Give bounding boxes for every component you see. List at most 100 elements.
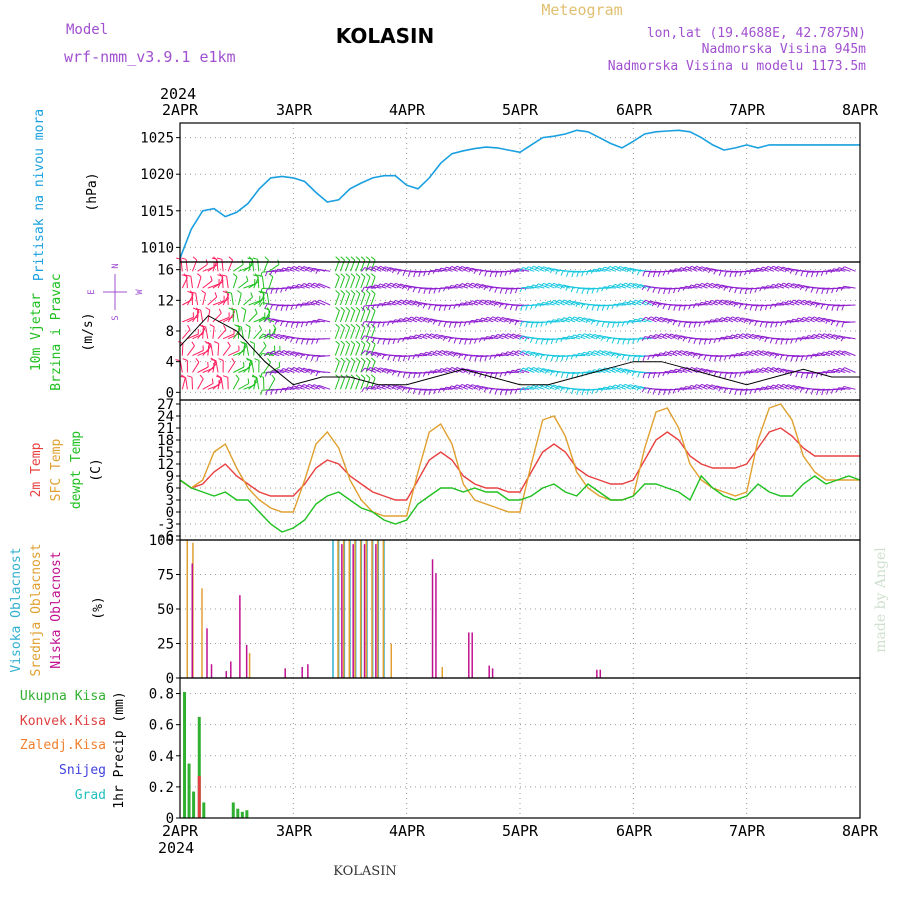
wind-barb-feather: [753, 368, 758, 373]
wind-barb: [425, 351, 438, 357]
wind-barb: [212, 281, 224, 289]
wind-barb-feather: [596, 287, 600, 293]
wind-barb-feather: [345, 374, 350, 379]
wind-barb-feather: [305, 383, 310, 389]
wind-barb-feather: [391, 300, 396, 305]
wind-barb-feather: [345, 357, 350, 362]
wind-barb: [318, 268, 331, 272]
wind-barb-feather: [651, 334, 656, 339]
wind-barb-feather: [718, 270, 722, 276]
wind-barb-feather: [381, 266, 386, 271]
cloud-panel: [186, 540, 602, 678]
wind-barb-feather: [254, 358, 260, 361]
wind-barb: [655, 334, 667, 340]
wind-barb: [181, 377, 186, 390]
wind-barb-feather: [340, 290, 345, 295]
wind-barb: [248, 313, 258, 323]
wind-barb-feather: [315, 371, 319, 377]
wind-barb: [777, 302, 790, 306]
wind-barb-feather: [570, 334, 575, 340]
wind-barb-feather: [698, 339, 702, 345]
wind-barb: [216, 259, 219, 272]
temp-y-tick-label: 0: [166, 505, 174, 521]
wind-barb-feather: [667, 319, 671, 324]
wind-barb-feather: [739, 271, 742, 277]
wind-barb: [360, 293, 366, 306]
wind-barb-feather: [265, 390, 268, 396]
wind-barb-feather: [738, 317, 743, 322]
wind-barb-feather: [815, 302, 819, 308]
wind-barb-feather: [794, 317, 799, 323]
wind-barb: [548, 300, 560, 306]
wind-barb: [568, 316, 581, 323]
wind-barb-feather: [386, 300, 391, 306]
wind-barb-feather: [488, 316, 494, 321]
wind-barb: [248, 326, 251, 339]
wind-barb: [598, 267, 611, 272]
wind-barb: [313, 282, 326, 289]
wind-barb-feather: [549, 268, 554, 274]
wind-barb-feather: [284, 286, 289, 292]
wind-barb: [181, 329, 191, 340]
wind-barb-feather: [600, 350, 606, 355]
station-footer: KOLASIN: [333, 864, 396, 879]
wind-barb: [762, 266, 775, 272]
wind-barb-feather: [382, 339, 385, 345]
wind-barb: [629, 319, 642, 323]
wind-barb-feather: [693, 322, 697, 328]
pressure-panel: [179, 129, 860, 259]
wind-barb-feather: [820, 371, 824, 377]
wind-barb: [207, 296, 218, 306]
wind-barb-feather: [789, 385, 794, 390]
wind-barb-feather: [504, 304, 508, 310]
wind-barb-feather: [484, 271, 487, 277]
wind-barb-feather: [216, 375, 222, 378]
wind-barb-feather: [371, 367, 376, 372]
wind-barb-feather: [360, 357, 366, 362]
wind-barb-feather: [432, 269, 437, 274]
wind-barb-feather: [427, 370, 431, 376]
wind-barb-feather: [294, 283, 299, 289]
wind-barb: [256, 377, 260, 390]
wind-barb: [547, 320, 560, 323]
wind-barb-feather: [641, 387, 646, 393]
wind-barb-feather: [361, 321, 365, 327]
wind-barb-feather: [702, 300, 707, 306]
total-rain-bar: [236, 808, 240, 818]
wind-barb-feather: [667, 305, 671, 311]
wind-barb-feather: [417, 316, 422, 322]
wind-barb-feather: [285, 305, 289, 311]
wind-barb-feather: [810, 287, 814, 293]
wind-barb: [517, 368, 530, 373]
wind-barb-feather: [433, 288, 436, 294]
temp-y-tick-label: 18: [157, 433, 174, 449]
wind-barb: [200, 309, 204, 322]
wind-barb-feather: [692, 303, 697, 309]
wind-barb-feather: [585, 333, 590, 338]
wind-barb: [185, 377, 188, 390]
wind-barb-feather: [734, 389, 737, 396]
wind-barb: [360, 377, 366, 390]
wind-barb-feather: [804, 335, 809, 340]
wind-barb-feather: [232, 273, 238, 278]
wind-barb-feather: [437, 267, 442, 273]
wind-barb-feather: [264, 307, 270, 311]
wind-barb-feather: [300, 339, 304, 345]
wind-barb-feather: [830, 368, 835, 374]
wind-barb-feather: [539, 266, 544, 271]
wind-barb: [690, 384, 703, 390]
wind-barb-feather: [509, 319, 513, 324]
wind-barb: [797, 337, 810, 340]
wind-barb-feather: [631, 299, 636, 305]
wind-barb-feather: [274, 269, 278, 274]
wind-barb: [522, 286, 535, 289]
wind-barb-feather: [621, 383, 626, 389]
wind-barb-feather: [264, 256, 269, 261]
wind-barb-feather: [417, 353, 421, 358]
wind-barb-feather: [433, 305, 436, 311]
wind-barb-feather: [396, 385, 401, 391]
wind-barb-feather: [800, 373, 804, 379]
wind-barb: [258, 315, 270, 323]
wind-barb-feather: [631, 283, 636, 288]
wind-barb-feather: [494, 272, 498, 278]
